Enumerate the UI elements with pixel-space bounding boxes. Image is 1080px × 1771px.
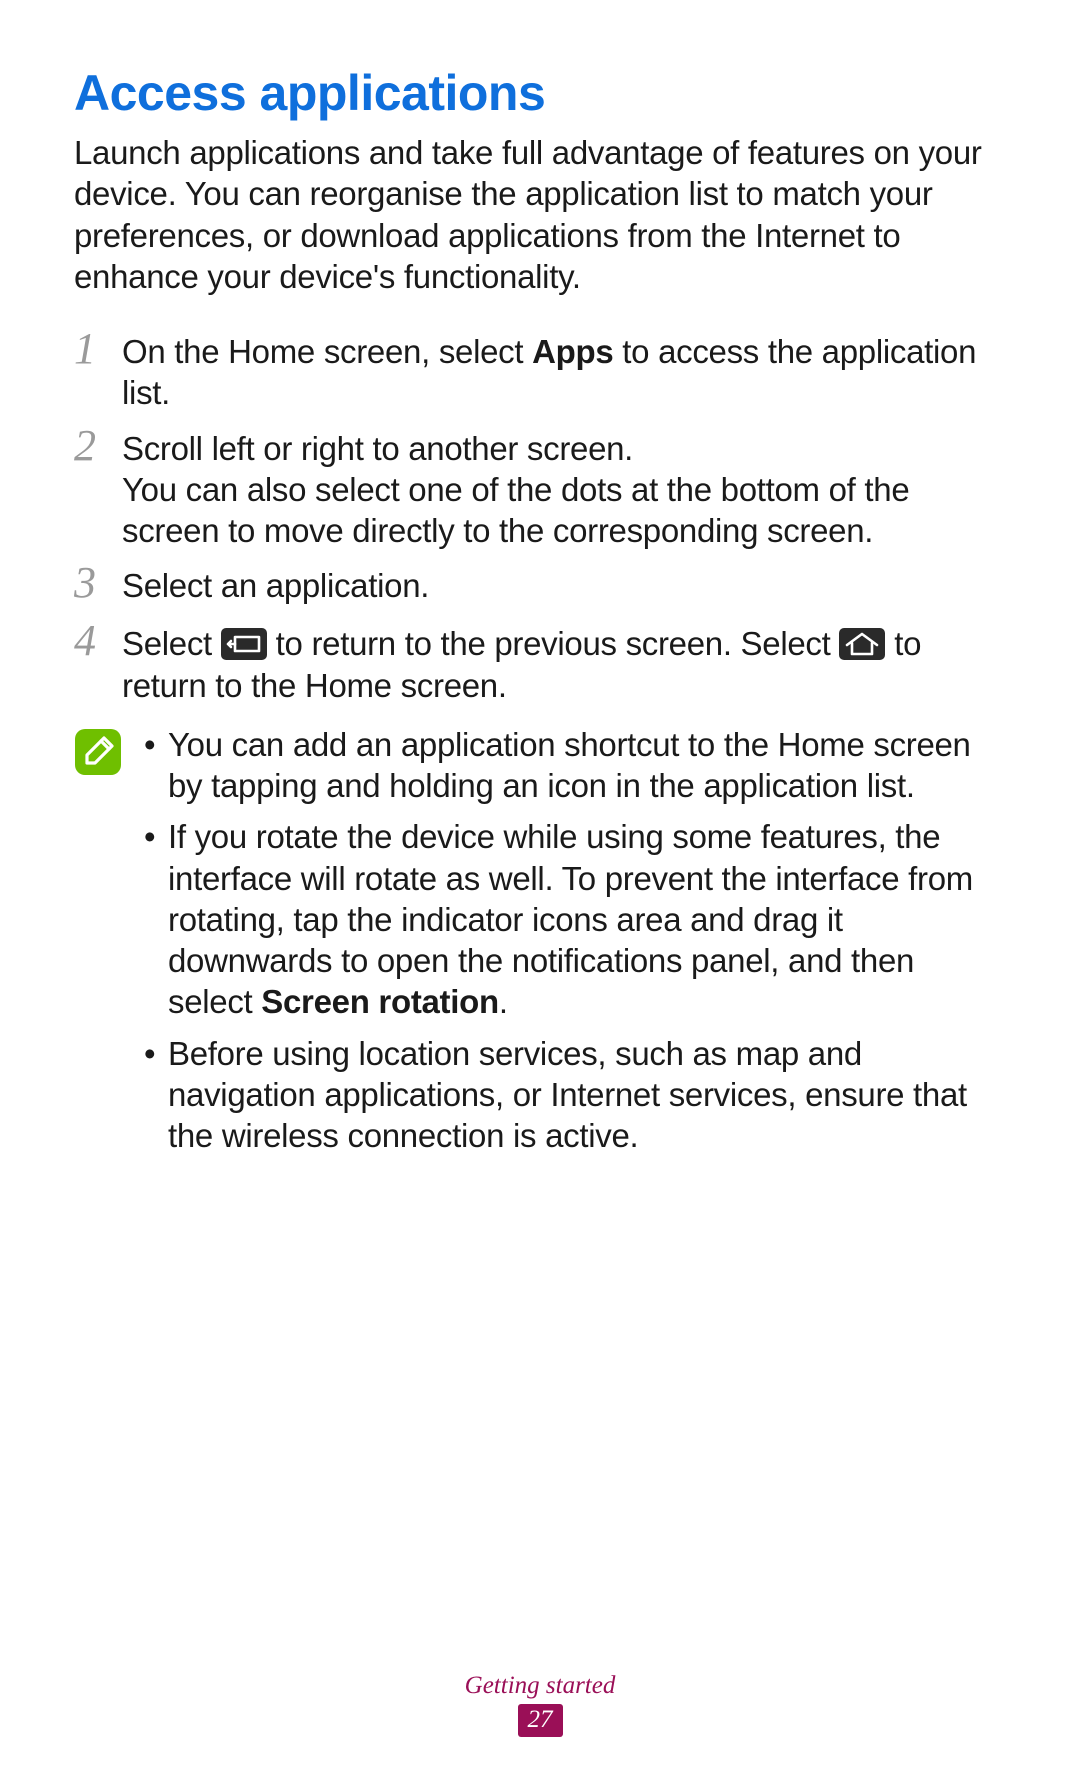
step-number: 1 [74, 327, 122, 371]
step-body: Select to return to the previous screen.… [122, 623, 1006, 706]
bullet-text: You can add an application shortcut to t… [168, 724, 1006, 807]
note-pencil-icon [74, 728, 122, 776]
step-seg2: to return to the previous screen. Select [267, 625, 840, 662]
step-bold: Apps [532, 333, 613, 370]
step-body: Scroll left or right to another screen. … [122, 428, 1006, 552]
note-bullet-1: • You can add an application shortcut to… [144, 724, 1006, 807]
bullet-dot: • [144, 816, 168, 857]
step-line1: Scroll left or right to another screen. [122, 430, 633, 467]
step-body: On the Home screen, select Apps to acces… [122, 331, 1006, 414]
intro-paragraph: Launch applications and take full advant… [74, 132, 1006, 297]
step-seg1: Select [122, 625, 221, 662]
home-icon [839, 628, 885, 660]
step-3: 3 Select an application. [74, 565, 1006, 609]
step-2: 2 Scroll left or right to another screen… [74, 428, 1006, 552]
manual-page: Access applications Launch applications … [0, 0, 1080, 1771]
step-number: 4 [74, 619, 122, 663]
step-1: 1 On the Home screen, select Apps to acc… [74, 331, 1006, 414]
note-bullet-3: • Before using location services, such a… [144, 1033, 1006, 1157]
page-number-badge: 27 [518, 1704, 563, 1737]
bullet-dot: • [144, 1033, 168, 1074]
note-body: • You can add an application shortcut to… [144, 724, 1006, 1167]
step-line2: You can also select one of the dots at t… [122, 471, 909, 549]
note2-post: . [499, 983, 508, 1020]
step-number: 3 [74, 561, 122, 605]
page-footer: Getting started 27 [0, 1672, 1080, 1737]
bullet-text: Before using location services, such as … [168, 1033, 1006, 1157]
note-bullet-2: • If you rotate the device while using s… [144, 816, 1006, 1022]
step-number: 2 [74, 424, 122, 468]
note2-bold: Screen rotation [261, 983, 499, 1020]
back-icon [221, 628, 267, 660]
footer-section-label: Getting started [0, 1672, 1080, 1700]
step-body: Select an application. [122, 565, 429, 606]
bullet-text: If you rotate the device while using som… [168, 816, 1006, 1022]
bullet-dot: • [144, 724, 168, 765]
note-block: • You can add an application shortcut to… [74, 724, 1006, 1167]
step-4: 4 Select to return to the previous scree… [74, 623, 1006, 706]
step-text-pre: On the Home screen, select [122, 333, 532, 370]
page-heading: Access applications [74, 64, 1006, 122]
